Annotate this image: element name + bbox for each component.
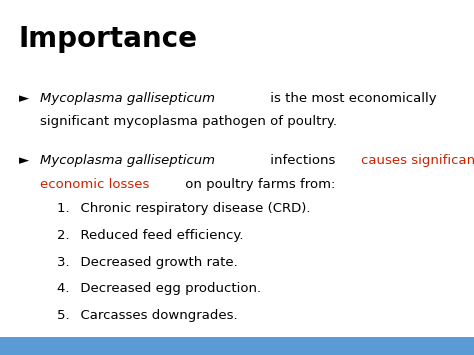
Text: 3.  Decreased growth rate.: 3. Decreased growth rate. [57,256,237,269]
Text: ►: ► [19,154,29,168]
Text: 1.  Chronic respiratory disease (CRD).: 1. Chronic respiratory disease (CRD). [57,202,310,215]
Text: ►: ► [19,92,29,105]
Text: 4.  Decreased egg production.: 4. Decreased egg production. [57,282,261,295]
FancyBboxPatch shape [0,337,474,355]
Text: 5.  Carcasses downgrades.: 5. Carcasses downgrades. [57,309,237,322]
Text: is the most economically: is the most economically [266,92,437,105]
Text: economic losses: economic losses [40,178,150,191]
Text: Mycoplasma gallisepticum: Mycoplasma gallisepticum [40,154,215,168]
Text: causes significant: causes significant [361,154,474,168]
Text: on poultry farms from:: on poultry farms from: [182,178,336,191]
Text: Mycoplasma gallisepticum: Mycoplasma gallisepticum [40,92,215,105]
Text: 2.  Reduced feed efficiency.: 2. Reduced feed efficiency. [57,229,243,242]
Text: infections: infections [266,154,340,168]
Text: significant mycoplasma pathogen of poultry.: significant mycoplasma pathogen of poult… [40,115,337,129]
Text: Importance: Importance [19,25,198,53]
